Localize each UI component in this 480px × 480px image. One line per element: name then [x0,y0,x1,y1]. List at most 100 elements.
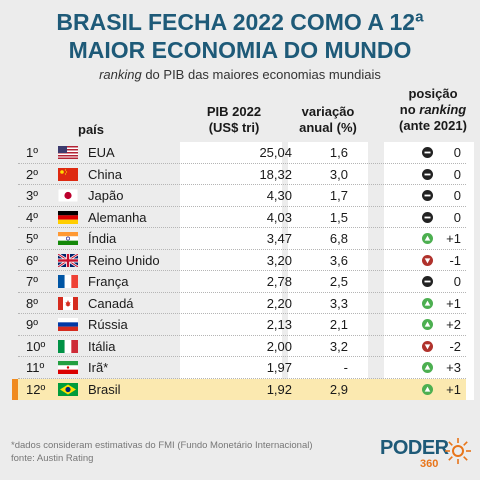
header-position: posição no ranking (ante 2021) [388,86,478,134]
india-flag [58,232,78,245]
table-row: 1º EUA 25,04 1,6 0 [18,142,466,164]
position-change: 0 [453,188,461,203]
pib-value: 2,78 [266,274,292,289]
country-name: Rússia [88,317,128,332]
poder360-logo: PODER 360 [380,437,472,473]
header-var-line-2: anual (%) [299,120,357,135]
pib-value: 2,13 [266,317,292,332]
chart-subtitle: ranking do PIB das maiores economias mun… [0,67,480,82]
position-change: 0 [453,145,461,160]
row-divider [18,227,466,228]
rank-label: 8º [26,295,38,311]
header-pos-line-2b: ranking [419,102,467,117]
pib-value: 1,97 [266,360,292,375]
table-row: 10º Itália 2,00 3,2 -2 [18,336,466,357]
country-name: Brasil [88,381,121,397]
header-pib-line-1: PIB 2022 [206,104,262,119]
country-name: França [88,274,129,289]
position-change: +1 [446,381,461,397]
table-row: 4º Alemanha 4,03 1,5 0 [18,207,466,228]
trend-down-icon [422,340,433,352]
header-country: país [78,122,105,137]
variation-value: 1,5 [329,209,348,225]
china-flag [58,167,78,181]
chart-title-line-2: MAIOR ECONOMIA DO MUNDO [68,37,412,63]
variation-value: 3,6 [329,252,348,268]
pib-value: 2,20 [266,295,292,311]
position-change: +2 [446,317,461,332]
rank-label: 12º [26,381,46,397]
rank-label: 1º [26,145,38,160]
row-divider [18,334,466,336]
header-pos-line-1: posição [408,86,458,101]
pib-value: 4,03 [266,209,292,225]
iran-flag [58,361,78,374]
table-row: 3º Japão 4,30 1,7 0 [18,185,466,207]
pib-column-background [180,142,282,400]
position-column-background [384,142,474,400]
footnote-source: fonte: Austin Rating [11,453,94,464]
variation-value: 3,2 [329,338,348,354]
header-variation: variação anual (%) [288,104,368,136]
footnote-imf: *dados consideram estimativas do FMI (Fu… [11,440,313,451]
chart-title-line-1: BRASIL FECHA 2022 COMO A 12ª [56,9,424,35]
trend-up-icon [422,362,433,373]
variation-value: 6,8 [329,231,348,246]
row-divider [18,162,466,164]
position-change: +1 [446,295,461,311]
brazil-flag [58,382,78,396]
variation-value: 3,0 [329,166,348,182]
japan-flag [58,189,78,202]
rank-label: 2º [26,166,38,182]
header-pos-line-2: no ranking [388,102,478,118]
variation-value: 2,5 [329,274,348,289]
table-row: 11º Irã* 1,97 - +3 [18,357,466,379]
table-row: 5º Índia 3,47 6,8 +1 [18,228,466,250]
trend-same-icon [422,147,433,158]
row-divider [18,270,466,271]
row-divider [18,313,466,314]
logo-sun-icon [445,438,471,464]
position-change: -1 [449,252,461,268]
table-row: 8º Canadá 2,20 3,3 +1 [18,293,466,314]
position-change: 0 [453,166,461,182]
pib-value: 1,92 [266,381,292,397]
rank-label: 10º [26,338,46,354]
country-name: Itália [88,338,116,354]
trend-same-icon [422,190,433,201]
rank-label: 9º [26,317,38,332]
trend-same-icon [422,168,433,180]
pib-value: 2,00 [266,338,292,354]
table-row: 6º Reino Unido 3,20 3,6 -1 [18,250,466,271]
variation-value: 1,7 [329,188,348,203]
row-divider [18,291,466,293]
table-row: 2º China 18,32 3,0 0 [18,164,466,185]
rank-label: 6º [26,252,38,268]
country-name: Irã* [88,360,109,375]
rank-label: 7º [26,274,38,289]
germany-flag [58,210,78,224]
trend-down-icon [422,254,433,266]
header-pos-line-3: (ante 2021) [399,118,467,133]
canada-flag [58,296,78,310]
country-name: Índia [88,231,117,246]
row-divider [18,205,466,207]
header-pib-line-2: (US$ tri) [208,120,260,135]
row-divider [18,356,466,357]
position-change: +3 [446,360,461,375]
country-name: Alemanha [88,209,147,225]
pib-value: 4,30 [266,188,292,203]
variation-column-background [288,142,368,400]
rank-label: 3º [26,188,38,203]
position-change: -2 [449,338,461,354]
position-change: 0 [453,274,461,289]
variation-value: 1,6 [329,145,348,160]
country-name: EUA [88,145,115,160]
trend-up-icon [422,383,433,395]
row-divider [18,377,466,379]
logo-text: PODER [380,437,449,459]
france-flag [58,275,78,288]
trend-up-icon [422,233,433,244]
row-divider [18,184,466,185]
trend-up-icon [422,297,433,309]
